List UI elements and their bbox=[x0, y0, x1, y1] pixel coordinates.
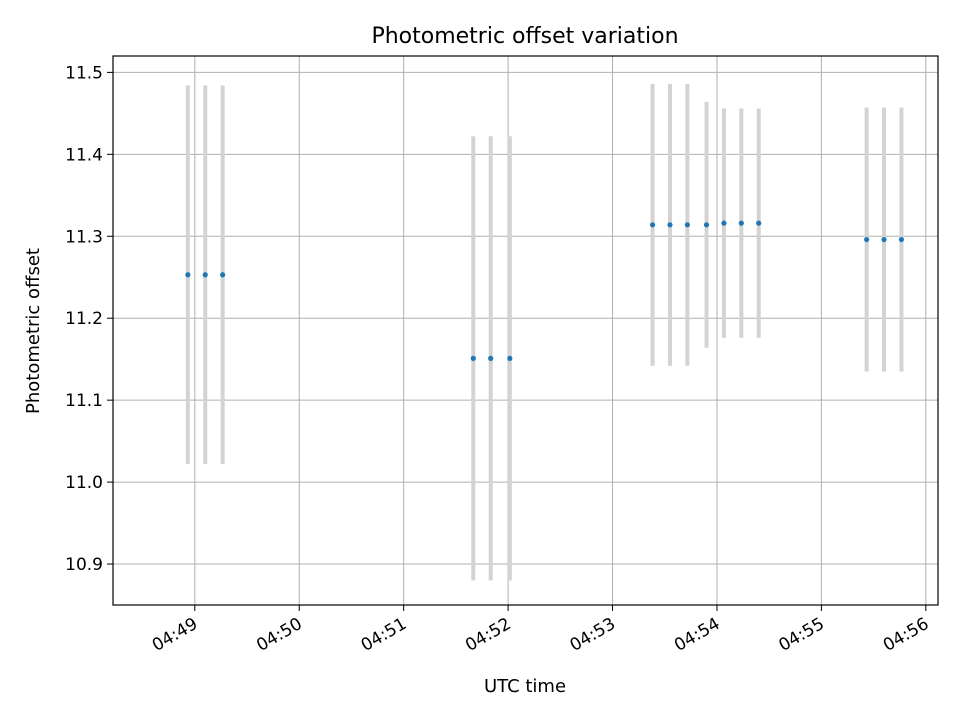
x-tick-label: 04:49 bbox=[149, 614, 201, 656]
y-axis-label: Photometric offset bbox=[23, 248, 44, 414]
x-tick-label: 04:54 bbox=[671, 614, 723, 656]
grid bbox=[113, 56, 938, 605]
y-tick-label: 11.1 bbox=[65, 391, 103, 411]
x-tick-label: 04:51 bbox=[358, 614, 410, 656]
data-point bbox=[721, 220, 727, 226]
data-point bbox=[220, 272, 226, 278]
error-bars bbox=[185, 83, 904, 581]
x-axis-label: UTC time bbox=[484, 676, 566, 697]
y-tick-label: 11.2 bbox=[65, 309, 103, 329]
data-point bbox=[738, 220, 744, 226]
data-point bbox=[488, 355, 494, 361]
x-tick-label: 04:53 bbox=[567, 614, 619, 656]
y-axis: 10.9 11.0 11.1 11.2 11.3 11.4 11.5 bbox=[65, 63, 113, 575]
y-tick-label: 11.0 bbox=[65, 473, 103, 493]
chart-title: Photometric offset variation bbox=[371, 24, 678, 49]
data-point bbox=[649, 222, 656, 228]
data-point bbox=[864, 236, 870, 243]
data-point bbox=[185, 272, 191, 278]
data-point bbox=[703, 222, 710, 228]
data-point bbox=[470, 355, 476, 361]
plot-frame bbox=[112, 55, 939, 606]
data-points bbox=[185, 220, 905, 361]
y-tick-label: 10.9 bbox=[65, 555, 103, 575]
y-tick-label: 11.4 bbox=[65, 145, 103, 165]
data-point bbox=[898, 236, 905, 243]
x-axis: 04:49 04:50 04:51 04:52 04:53 04:54 04:55 04:56 bbox=[149, 605, 932, 656]
y-tick-label: 11.5 bbox=[65, 63, 103, 83]
data-point bbox=[756, 220, 762, 226]
x-tick-label: 04:56 bbox=[880, 614, 932, 656]
x-tick-label: 04:55 bbox=[775, 614, 827, 656]
x-tick-label: 04:50 bbox=[253, 614, 305, 656]
x-tick-label: 04:52 bbox=[462, 614, 514, 656]
data-point bbox=[202, 272, 208, 278]
data-point bbox=[684, 222, 690, 228]
data-point bbox=[881, 236, 887, 243]
y-tick-label: 11.3 bbox=[65, 227, 103, 247]
data-point bbox=[667, 222, 673, 228]
data-point bbox=[507, 355, 513, 361]
